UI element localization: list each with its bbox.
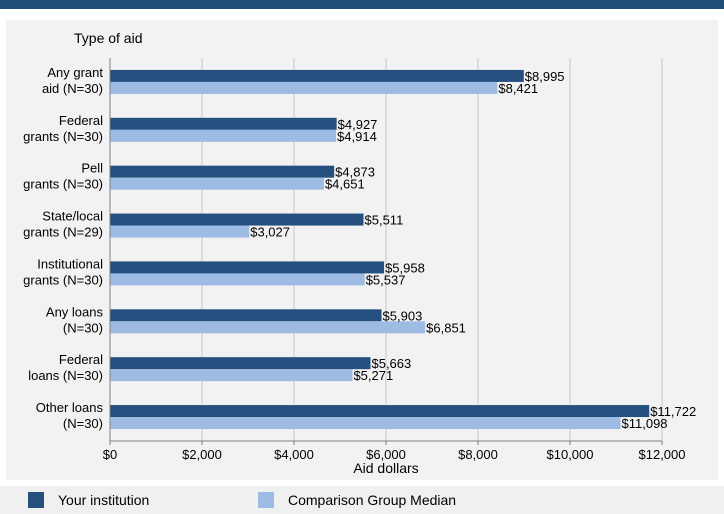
category-label: Other loans [36, 400, 104, 415]
category-label: grants (N=30) [23, 272, 103, 287]
bar-your-institution [110, 213, 364, 226]
bar-your-institution [110, 357, 371, 370]
value-label-your-institution: $4,927 [338, 117, 378, 132]
category-label: loans (N=30) [28, 368, 103, 383]
legend: Your institution Comparison Group Median [0, 486, 724, 514]
bar-comparison-group [110, 321, 426, 334]
category-label: State/local [42, 209, 103, 224]
bar-comparison-group [110, 417, 621, 430]
category-label: Institutional [37, 256, 103, 271]
category-label: Federal [59, 352, 103, 367]
legend-label-comparison-group: Comparison Group Median [288, 492, 457, 508]
value-label-your-institution: $5,903 [383, 308, 423, 323]
x-tick-label: $4,000 [274, 447, 314, 462]
value-label-comparison-group: $4,651 [325, 177, 365, 192]
x-tick-label: $10,000 [547, 447, 594, 462]
bar-comparison-group [110, 369, 353, 382]
x-tick-label: $12,000 [639, 447, 686, 462]
category-label: grants (N=30) [23, 129, 103, 144]
value-label-comparison-group: $8,421 [498, 81, 538, 96]
value-label-your-institution: $5,663 [371, 356, 411, 371]
bar-your-institution [110, 405, 650, 418]
x-tick-label: $2,000 [182, 447, 222, 462]
chart-title: Type of aid [74, 30, 143, 46]
value-label-comparison-group: $3,027 [250, 225, 290, 240]
legend-item-your-institution: Your institution [28, 486, 149, 514]
value-label-comparison-group: $4,914 [337, 129, 377, 144]
category-label: Federal [59, 113, 103, 128]
legend-item-comparison-group: Comparison Group Median [258, 486, 456, 514]
category-label: grants (N=29) [23, 225, 103, 240]
bar-your-institution [110, 69, 524, 82]
legend-swatch-comparison-group [258, 492, 274, 508]
value-label-your-institution: $5,511 [365, 213, 404, 228]
bar-comparison-group [110, 273, 365, 286]
value-label-comparison-group: $11,098 [622, 416, 668, 431]
category-label: grants (N=30) [23, 177, 103, 192]
x-tick-label: $6,000 [366, 447, 406, 462]
legend-swatch-your-institution [28, 492, 44, 508]
category-label: Any loans [46, 304, 104, 319]
x-tick-label: $0 [103, 447, 117, 462]
bar-your-institution [110, 261, 385, 274]
bar-chart: $8,995$8,421 $4,927$4,914 $4,873$4,651 $5,5… [23, 30, 696, 476]
category-label: (N=30) [63, 416, 103, 431]
bar-your-institution [110, 117, 337, 130]
category-label: Any grant [47, 65, 103, 80]
bar-comparison-group [110, 177, 324, 190]
bar-comparison-group [110, 81, 498, 94]
data-labels: $8,995$8,421 $4,927$4,914 $4,873$4,651 $5,5… [250, 69, 696, 431]
value-label-your-institution: $8,995 [525, 69, 565, 84]
header-rule [0, 0, 724, 9]
category-label: Pell [81, 161, 103, 176]
value-label-comparison-group: $5,271 [353, 368, 393, 383]
gridlines [201, 58, 663, 441]
bar-comparison-group [110, 129, 337, 142]
value-label-comparison-group: $5,537 [366, 272, 406, 287]
bar-comparison-group [110, 225, 250, 238]
category-label: aid (N=30) [42, 81, 103, 96]
legend-label-your-institution: Your institution [58, 492, 150, 508]
bar-your-institution [110, 165, 335, 178]
bars [110, 69, 650, 430]
chart-panel: $8,995 $8,421 $4,927 $4,914 $4,873 $4,651 $5,5… [6, 20, 718, 480]
bar-your-institution [110, 309, 382, 322]
x-tick-label: $8,000 [458, 447, 498, 462]
x-tick-labels: $0 $2,000 $4,000 $6,000 $8,000 $10,000 $12,000 [103, 441, 686, 462]
x-axis-title: Aid dollars [353, 460, 418, 476]
value-label-comparison-group: $6,851 [426, 320, 466, 335]
value-label-your-institution: $5,958 [385, 260, 425, 275]
value-label-your-institution: $4,873 [335, 165, 375, 180]
category-label: (N=30) [63, 320, 103, 335]
value-label-your-institution: $11,722 [650, 404, 696, 419]
